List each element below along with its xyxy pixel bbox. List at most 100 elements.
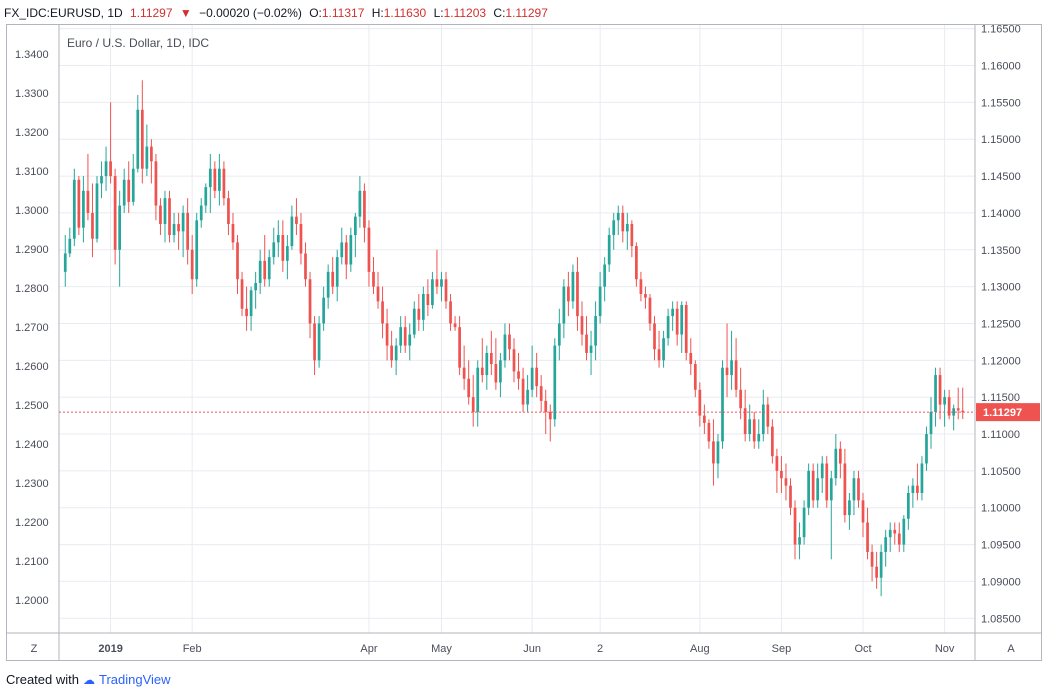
- candle-body: [771, 426, 774, 457]
- candle-body: [662, 338, 665, 361]
- candle: [761, 389, 765, 442]
- right-tick-label: 1.13000: [981, 282, 1021, 294]
- candle-body: [943, 397, 946, 405]
- candle: [281, 220, 285, 272]
- candle-body: [417, 308, 421, 320]
- candle-body: [281, 235, 285, 261]
- chart-frame[interactable]: 1.3400 1.3300 1.3200 1.3100 1.3000 1.2900 1.28…: [6, 24, 1042, 661]
- candle: [535, 352, 539, 398]
- candle-body: [866, 522, 869, 552]
- left-tick-label: 1.2800: [15, 283, 49, 295]
- candle: [480, 338, 484, 383]
- candle-body: [267, 257, 271, 280]
- candle-body: [916, 485, 919, 493]
- candle-body: [494, 364, 498, 383]
- candle: [245, 286, 248, 331]
- candle: [897, 522, 901, 552]
- candle: [258, 249, 262, 294]
- candle: [603, 257, 607, 302]
- candle: [961, 387, 965, 420]
- candlestick-chart[interactable]: 1.3400 1.3300 1.3200 1.3100 1.3000 1.2900 1.28…: [7, 24, 1041, 660]
- candle-body: [63, 253, 67, 272]
- candle: [68, 227, 72, 258]
- candle-body: [530, 367, 534, 390]
- left-tick-label: 1.2200: [15, 517, 49, 529]
- candle: [580, 301, 584, 346]
- candle: [938, 367, 942, 420]
- candle: [195, 212, 199, 287]
- candle-body: [635, 246, 638, 280]
- candle-body: [644, 293, 647, 298]
- candle: [213, 161, 217, 199]
- candle-body: [571, 271, 575, 302]
- left-tick-label: 1.2700: [15, 322, 49, 334]
- candle: [825, 456, 829, 508]
- candle-body: [435, 279, 439, 287]
- candle-body: [381, 301, 384, 324]
- candle: [625, 212, 629, 250]
- candle: [698, 382, 702, 427]
- candle-body: [172, 223, 176, 236]
- candle: [884, 529, 888, 567]
- candle: [227, 190, 230, 236]
- corner-left-button[interactable]: Z: [31, 643, 38, 655]
- candle: [911, 478, 915, 508]
- ohlc-open: O:1.11317: [309, 6, 365, 20]
- candle-body: [693, 364, 697, 390]
- left-tick-label: 1.3100: [15, 166, 49, 178]
- candle-body: [820, 463, 824, 479]
- candle-body: [104, 161, 108, 177]
- time-tick-label: Oct: [854, 643, 871, 655]
- candle-body: [562, 286, 566, 324]
- candle-body: [421, 293, 425, 320]
- candle: [304, 242, 307, 287]
- candle: [249, 286, 253, 331]
- candle: [934, 367, 937, 427]
- time-tick-label: 2019: [98, 643, 122, 655]
- time-tick-label: Aug: [690, 643, 710, 655]
- candle-body: [177, 223, 180, 232]
- candle-body: [793, 507, 797, 545]
- corner-right-button[interactable]: A: [1007, 643, 1015, 655]
- candle: [707, 419, 711, 449]
- candle-body: [802, 507, 806, 538]
- time-tick-label: Jun: [523, 643, 541, 655]
- candle: [866, 507, 869, 560]
- candle-body: [938, 375, 942, 405]
- candle-body: [385, 323, 389, 346]
- candle: [272, 227, 276, 265]
- candle: [630, 220, 634, 258]
- candle-body: [811, 470, 815, 501]
- candle-body: [616, 212, 620, 221]
- candle-body: [109, 161, 112, 177]
- candle-body: [721, 367, 724, 442]
- tradingview-link[interactable]: TradingView: [98, 672, 171, 687]
- candle-body: [557, 323, 561, 346]
- candle: [571, 264, 575, 309]
- candle-body: [848, 500, 851, 516]
- candle: [254, 271, 257, 309]
- symbol-header: FX_IDC:EURUSD, 1D 1.11297 ▼ −0.00020 (−0…: [4, 2, 552, 24]
- candle-body: [653, 323, 656, 350]
- candle: [598, 271, 602, 324]
- candle-body: [548, 411, 552, 420]
- candle: [199, 198, 203, 228]
- candle: [675, 301, 679, 346]
- candle: [109, 102, 112, 184]
- candle-body: [218, 168, 221, 191]
- candle-body: [403, 327, 407, 346]
- candle-body: [299, 223, 303, 254]
- candle: [712, 419, 715, 486]
- right-tick-label: 1.12500: [981, 318, 1021, 330]
- candle-body: [603, 264, 607, 287]
- candle: [299, 212, 303, 265]
- candle-body: [893, 529, 897, 534]
- candle-body: [72, 179, 76, 239]
- candle: [671, 301, 675, 331]
- candle-body: [222, 168, 226, 199]
- candle-body: [476, 367, 480, 412]
- candle: [485, 345, 489, 390]
- candle-body: [358, 190, 362, 217]
- candle-body: [934, 375, 937, 412]
- candle-body: [612, 220, 616, 236]
